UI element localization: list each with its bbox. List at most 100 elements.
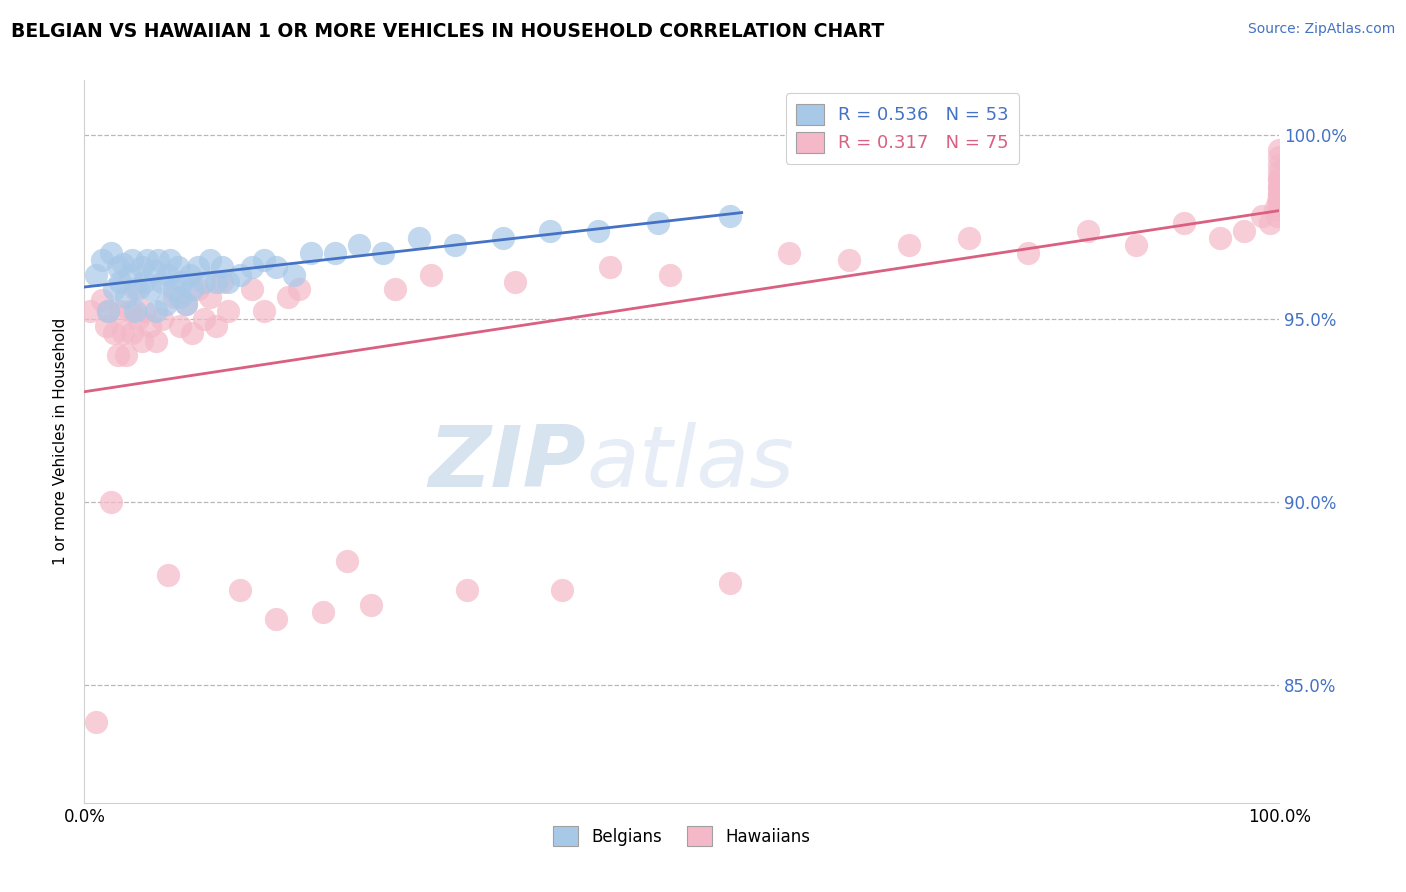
Point (898, 238, 921, 252)
Point (107, 348, 129, 362)
Point (1268, 150, 1291, 164)
Point (118, 304, 141, 318)
Point (283, 268, 305, 282)
Point (111, 326, 134, 341)
Point (277, 290, 299, 304)
Point (100, 245, 122, 260)
Point (1268, 179, 1291, 194)
Point (779, 245, 801, 260)
Point (349, 238, 371, 252)
Point (1258, 216, 1281, 230)
Text: Source: ZipAtlas.com: Source: ZipAtlas.com (1247, 22, 1395, 37)
Point (1267, 194, 1289, 209)
Point (599, 260, 621, 275)
Point (132, 275, 156, 289)
Point (187, 260, 209, 275)
Point (588, 224, 610, 238)
Point (121, 252, 143, 267)
Point (1265, 209, 1288, 223)
Point (157, 268, 180, 282)
Point (312, 605, 335, 619)
Point (124, 304, 146, 318)
Point (264, 612, 287, 626)
Point (127, 311, 149, 326)
Y-axis label: 1 or more Vehicles in Household: 1 or more Vehicles in Household (52, 318, 67, 566)
Point (1268, 202, 1291, 216)
Point (91, 293, 114, 308)
Point (1209, 231, 1232, 245)
Point (166, 260, 188, 275)
Point (456, 583, 478, 598)
Point (325, 245, 347, 260)
Point (103, 326, 125, 341)
Point (503, 275, 526, 289)
Point (211, 260, 233, 275)
Point (181, 282, 204, 296)
Point (229, 268, 252, 282)
Point (647, 216, 669, 230)
Point (444, 238, 467, 252)
Point (148, 252, 170, 267)
Point (217, 304, 239, 318)
Point (174, 297, 197, 311)
Point (179, 268, 201, 282)
Point (1268, 165, 1291, 179)
Point (253, 252, 276, 267)
Point (1268, 143, 1291, 157)
Point (127, 282, 149, 296)
Point (97, 304, 120, 318)
Point (1268, 179, 1291, 194)
Point (150, 311, 173, 326)
Point (659, 268, 682, 282)
Point (159, 252, 181, 267)
Point (718, 575, 741, 590)
Point (1018, 245, 1040, 260)
Point (86, 268, 108, 282)
Point (145, 304, 167, 318)
Point (187, 282, 209, 296)
Point (1173, 216, 1195, 230)
Point (1268, 158, 1291, 172)
Point (150, 275, 173, 289)
Point (86, 715, 108, 730)
Point (492, 231, 515, 245)
Point (211, 275, 233, 289)
Point (551, 583, 574, 598)
Point (718, 209, 741, 223)
Point (1268, 186, 1291, 201)
Point (131, 260, 153, 275)
Point (1077, 224, 1099, 238)
Point (264, 260, 287, 275)
Point (1268, 186, 1291, 201)
Point (163, 290, 186, 304)
Point (174, 297, 197, 311)
Point (957, 231, 980, 245)
Point (139, 282, 162, 296)
Point (124, 282, 146, 296)
Point (79, 304, 101, 318)
Point (540, 224, 562, 238)
Point (240, 260, 263, 275)
Point (94, 318, 117, 333)
Point (110, 304, 132, 318)
Text: BELGIAN VS HAWAIIAN 1 OR MORE VEHICLES IN HOUSEHOLD CORRELATION CHART: BELGIAN VS HAWAIIAN 1 OR MORE VEHICLES I… (11, 22, 884, 41)
Point (384, 282, 406, 296)
Point (115, 290, 138, 304)
Point (100, 495, 122, 509)
Point (1268, 172, 1291, 186)
Point (157, 568, 180, 582)
Point (1125, 238, 1147, 252)
Point (142, 264, 165, 278)
Point (139, 318, 162, 333)
Point (205, 318, 228, 333)
Text: ZIP: ZIP (429, 422, 586, 505)
Point (107, 260, 129, 275)
Point (229, 583, 252, 598)
Point (91, 252, 114, 267)
Point (121, 326, 143, 341)
Point (110, 275, 132, 289)
Point (198, 290, 221, 304)
Point (1268, 172, 1291, 186)
Point (193, 275, 215, 289)
Point (181, 326, 204, 341)
